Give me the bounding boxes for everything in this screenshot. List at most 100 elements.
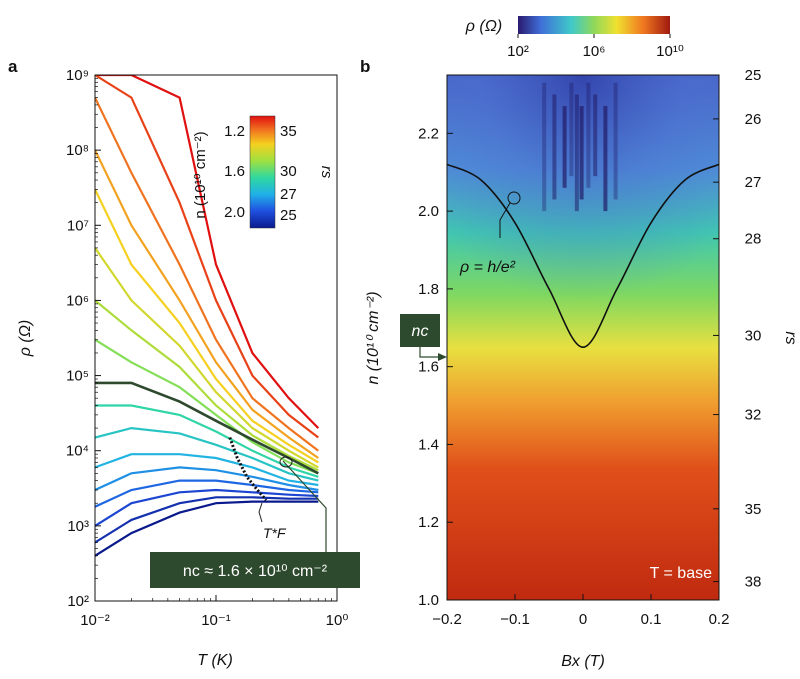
panel-a-colorbar-tick-right: 30 — [280, 163, 297, 180]
panel-b-colorbar-tick-label: 10¹⁰ — [656, 43, 684, 60]
panel-b-nc-pointer — [419, 347, 440, 358]
panel-b-heatmap-streak — [574, 94, 579, 212]
panel-b-y-tick-label: 1.8 — [418, 281, 439, 298]
panel-a-series-line — [95, 426, 319, 482]
panel-b-base-label: T = base — [650, 565, 713, 582]
panel-b-colorbar-ticks: 10² 10⁶ 10¹⁰ — [507, 34, 684, 60]
panel-b-heatmap-streaks — [542, 82, 618, 212]
panel-b-right-label: rs — [782, 331, 799, 344]
panel-a-series-line — [95, 479, 319, 508]
panel-b-contour-line — [446, 163, 720, 349]
panel-b-nc-tag — [400, 314, 440, 347]
panel-a-nc-marker — [279, 456, 293, 468]
panel-a-y-tick-label: 10³ — [67, 518, 89, 535]
panel-a-nc-box-text: nc ≈ 1.6 × 10¹⁰ cm⁻² — [183, 563, 328, 580]
panel-b-colorbar-tick-label: 10⁶ — [583, 43, 606, 60]
panel-a-series-line — [95, 496, 319, 544]
panel-a-y-tick-label: 10⁶ — [66, 292, 89, 309]
panel-b-heatmap-streak — [603, 106, 608, 212]
panel-a-series-line — [95, 149, 319, 459]
panel-b-contour-pointer — [499, 202, 511, 238]
panel-a-series-line — [95, 188, 319, 464]
panel-a-axis-ticks: 10² 10³ 10⁴ 10⁵ 10⁶ 10⁷ 10⁸ 10⁹ 10⁻² 10⁻¹ 10⁰ — [66, 67, 348, 629]
panel-b-y-tick-label: 2.0 — [418, 203, 439, 220]
panel-a-tf-markers — [228, 436, 268, 502]
panel-b-nc-arrow-icon — [438, 353, 447, 361]
panel-a-colorbar-tick-right: 27 — [280, 186, 297, 203]
panel-b-y-tick-label: 1.2 — [418, 514, 439, 531]
panel-a-colorbar-rs-label: rs — [318, 166, 335, 179]
panel-a-tf-curve — [228, 436, 268, 502]
panel-a-y-tick-label: 10⁸ — [66, 142, 89, 159]
panel-a-y-label: ρ (Ω) — [17, 320, 34, 357]
panel-b-rs-tick-label: 27 — [745, 174, 762, 191]
panel-b-axis-ticks: −0.2 −0.1 0 0.1 0.2 1.0 1.2 1.4 1.6 1.8 2.0 2.2 25 26… — [418, 67, 761, 628]
panel-b-y-tick-label: 2.2 — [418, 125, 439, 142]
panel-b-x-label: Bx (T) — [561, 653, 605, 670]
panel-b-heatmap-streak — [542, 82, 547, 212]
panel-a-series-line — [95, 500, 319, 557]
panel-a-y-tick-label: 10² — [67, 593, 89, 610]
panel-b-x-tick-label: 0.2 — [709, 611, 730, 628]
panel-b-colorbar — [518, 16, 670, 34]
panel-b-colorbar-tick-label: 10² — [507, 43, 529, 60]
panel-b-y-tick-label: 1.0 — [418, 592, 439, 609]
panel-b-x-tick-label: 0.1 — [641, 611, 662, 628]
panel-a-series-line — [95, 75, 319, 439]
panel-a-colorbar-tick-right: 35 — [280, 123, 297, 140]
panel-a-y-tick-label: 10⁹ — [66, 67, 89, 84]
panel-b-rs-tick-label: 26 — [745, 111, 762, 128]
panel-a-y-tick-label: 10⁵ — [66, 368, 89, 385]
panel-a-x-tick-label: 10⁻² — [80, 612, 110, 629]
panel-b-rs-tick-label: 38 — [745, 574, 762, 591]
panel-a-series-line — [95, 75, 320, 429]
panel-b-x-tick-label: 0 — [579, 611, 587, 628]
panel-b-heatmap-streak — [562, 106, 567, 188]
panel-a-letter: a — [8, 57, 18, 76]
panel-a-series-line — [95, 453, 319, 487]
panel-b-rs-tick-label: 32 — [745, 407, 762, 424]
panel-a-x-tick-label: 10⁰ — [326, 612, 349, 629]
panel-b-heatmap-streak — [613, 82, 618, 200]
panel-a-nc-box — [150, 552, 360, 588]
panel-a-series-line — [95, 488, 319, 527]
panel-a-series-line — [95, 466, 319, 492]
panel-b-x-tick-label: −0.2 — [432, 611, 462, 628]
panel-a-y-tick-label: 10⁴ — [66, 443, 89, 460]
panel-b-nc-tag-text: nc — [412, 323, 429, 340]
panel-a-tf-label: T*F — [263, 525, 287, 541]
panel-a-colorbar-label: n (10¹⁰ cm⁻²) — [192, 131, 209, 218]
panel-b-colorbar-label: ρ (Ω) — [465, 18, 502, 35]
panel-a-colorbar-tick-left: 1.6 — [224, 163, 245, 180]
panel-b-rs-tick-label: 28 — [745, 231, 762, 248]
panel-b-heatmap-streak — [579, 106, 584, 200]
panel-b-heatmap-streak — [569, 82, 574, 177]
panel-a-colorbar-tick-left: 1.2 — [224, 123, 245, 140]
panel-b-heatmap-streak — [586, 82, 591, 188]
panel-b-rs-tick-label: 30 — [745, 327, 762, 344]
panel-a-nc-pointer — [282, 460, 327, 552]
panel-b-rs-tick-label: 25 — [745, 67, 762, 84]
panel-a-colorbar-ticks: 1.2 1.6 2.0 35 30 27 25 — [224, 123, 297, 224]
panel-a-series-line — [95, 97, 319, 452]
panel-a-tf-pointer — [258, 502, 263, 523]
panel-b-contour-label: ρ = h/e² — [459, 259, 516, 276]
panel-a-series-line — [95, 299, 319, 472]
panel-a-colorbar-tick-left: 2.0 — [224, 204, 245, 221]
panel-a-series-group — [95, 75, 320, 557]
panel-b-contour-marker — [507, 191, 521, 205]
panel-a-series-line — [95, 247, 319, 469]
panel-a-y-tick-label: 10⁷ — [67, 217, 89, 234]
panel-b-letter: b — [360, 57, 370, 76]
panel-a-x-label: T (K) — [197, 652, 233, 669]
panel-b-y-tick-label: 1.4 — [418, 436, 439, 453]
panel-b-heatmap-streak — [593, 94, 598, 177]
panel-a-x-tick-label: 10⁻¹ — [201, 612, 231, 629]
panel-a-colorbar-tick-right: 25 — [280, 207, 297, 224]
panel-a-colorbar — [249, 115, 276, 229]
panel-b-rs-tick-label: 35 — [745, 501, 762, 518]
panel-b-x-tick-label: −0.1 — [500, 611, 530, 628]
panel-b-y-tick-label: 1.6 — [418, 359, 439, 376]
panel-b-heatmap-streak — [552, 94, 557, 200]
